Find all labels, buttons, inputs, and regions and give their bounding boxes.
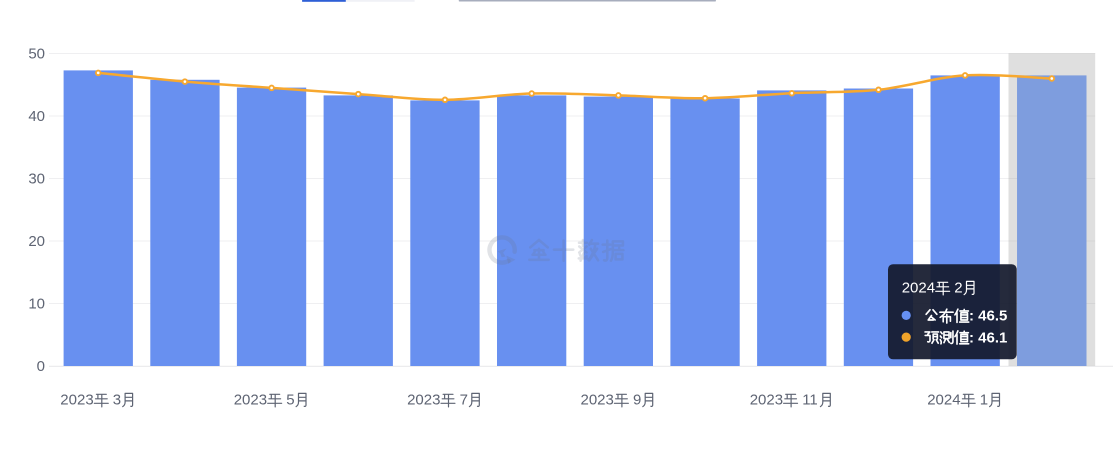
svg-text:2024: 2024 <box>927 392 960 409</box>
svg-text:2024: 2024 <box>902 280 935 297</box>
svg-text:10: 10 <box>28 296 45 313</box>
svg-text:1: 1 <box>980 392 988 409</box>
svg-text:20: 20 <box>28 233 45 250</box>
svg-text:7: 7 <box>460 392 468 409</box>
svg-text:3: 3 <box>113 392 121 409</box>
svg-text:9: 9 <box>633 392 641 409</box>
svg-text:40: 40 <box>28 108 45 125</box>
svg-text:50: 50 <box>28 46 45 63</box>
svg-text:30: 30 <box>28 171 45 188</box>
svg-text:0: 0 <box>37 358 45 375</box>
svg-text:5: 5 <box>286 392 294 409</box>
svg-text:: 46.1: : 46.1 <box>969 329 1007 346</box>
svg-text:11: 11 <box>802 392 818 409</box>
svg-text:2023: 2023 <box>581 392 614 409</box>
svg-text:2023: 2023 <box>750 392 783 409</box>
svg-text:2023: 2023 <box>234 392 267 409</box>
svg-text:2: 2 <box>954 280 962 297</box>
svg-text:2023: 2023 <box>407 392 440 409</box>
svg-text:: 46.5: : 46.5 <box>969 308 1007 325</box>
svg-text:2023: 2023 <box>60 392 93 409</box>
